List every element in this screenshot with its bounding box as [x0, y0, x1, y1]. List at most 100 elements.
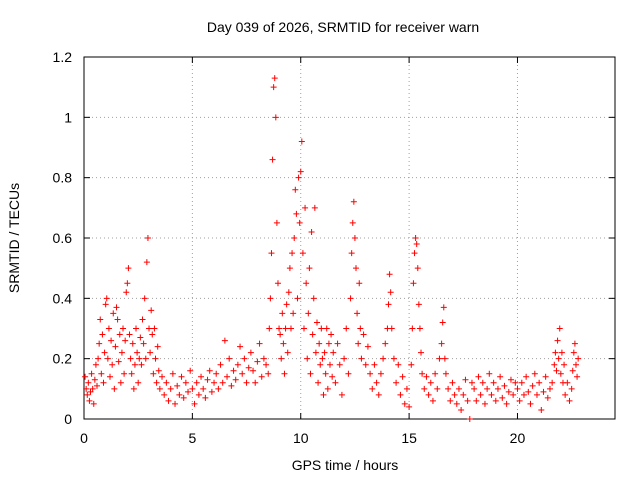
data-point [305, 310, 312, 317]
data-point [91, 376, 98, 383]
data-point [204, 376, 211, 383]
data-point [298, 138, 305, 145]
data-point [315, 379, 322, 386]
data-point [167, 385, 174, 392]
data-point [351, 235, 358, 241]
data-point [531, 370, 538, 377]
data-point [283, 301, 290, 308]
chart-title: Day 039 of 2026, SRMTID for receiver war… [207, 19, 479, 35]
data-point [554, 337, 561, 344]
data-point [416, 325, 423, 332]
data-point [224, 373, 231, 380]
data-point [146, 325, 153, 332]
data-point [187, 367, 194, 374]
data-point [387, 289, 394, 296]
y-tick-label: 0.4 [53, 290, 73, 306]
data-point [83, 385, 90, 392]
data-point [147, 349, 154, 356]
data-point [551, 361, 558, 368]
data-point [226, 355, 233, 362]
data-point [362, 361, 369, 368]
data-point [265, 370, 272, 377]
data-point [409, 325, 416, 332]
data-point [445, 385, 452, 392]
data-point [299, 250, 306, 257]
data-point [510, 391, 517, 398]
data-point [156, 385, 163, 392]
data-point [386, 271, 393, 278]
data-point [180, 394, 187, 401]
data-point [137, 334, 144, 341]
data-point [294, 295, 301, 302]
data-point [115, 358, 122, 365]
data-point [200, 385, 207, 392]
data-point [484, 385, 491, 392]
data-point [250, 367, 257, 374]
data-point [232, 376, 239, 383]
data-point [267, 295, 274, 302]
data-point [462, 376, 469, 383]
data-point [464, 397, 471, 404]
data-point [127, 355, 134, 362]
data-point [297, 168, 304, 175]
data-point [152, 355, 159, 362]
data-point [263, 361, 270, 368]
data-point [388, 325, 395, 332]
data-point [100, 379, 107, 386]
data-point [401, 400, 408, 407]
data-point [320, 391, 327, 398]
data-point [90, 400, 97, 407]
data-point [349, 219, 356, 226]
data-point [334, 340, 341, 347]
data-point [507, 376, 514, 383]
data-point [479, 379, 486, 386]
data-point [371, 361, 378, 368]
data-point [234, 361, 241, 368]
data-point [136, 355, 143, 362]
data-point [125, 265, 132, 272]
data-point [272, 114, 279, 121]
data-point [328, 331, 335, 338]
data-point [497, 373, 504, 380]
data-point [542, 373, 549, 380]
data-point [385, 301, 392, 308]
data-point [411, 250, 418, 257]
data-point [380, 355, 387, 362]
data-point [151, 325, 158, 332]
data-point [503, 400, 510, 407]
data-point [345, 370, 352, 377]
data-point [434, 385, 441, 392]
data-point [326, 361, 333, 368]
data-point [568, 385, 575, 392]
data-point [477, 391, 484, 398]
data-point [271, 75, 278, 82]
y-tick-label: 0.6 [53, 230, 73, 246]
data-point [258, 373, 265, 380]
data-point [499, 394, 506, 401]
data-point [89, 385, 96, 392]
data-point [278, 355, 285, 362]
data-point [414, 265, 421, 272]
data-point [350, 198, 357, 205]
data-point [427, 379, 434, 386]
data-point [116, 331, 123, 338]
data-point [390, 355, 397, 362]
data-point [453, 400, 460, 407]
data-point [276, 325, 283, 332]
data-point [291, 235, 298, 241]
y-tick-label: 1 [64, 109, 72, 125]
data-point [490, 379, 497, 386]
data-point [142, 355, 149, 362]
data-point [273, 219, 280, 226]
data-point [110, 310, 117, 317]
data-point [304, 355, 311, 362]
data-point [455, 385, 462, 392]
data-point [169, 370, 176, 377]
data-point [88, 370, 95, 377]
data-point [419, 370, 426, 377]
data-point [129, 340, 136, 347]
data-point [174, 382, 181, 389]
data-point [562, 391, 569, 398]
data-point [473, 397, 480, 404]
